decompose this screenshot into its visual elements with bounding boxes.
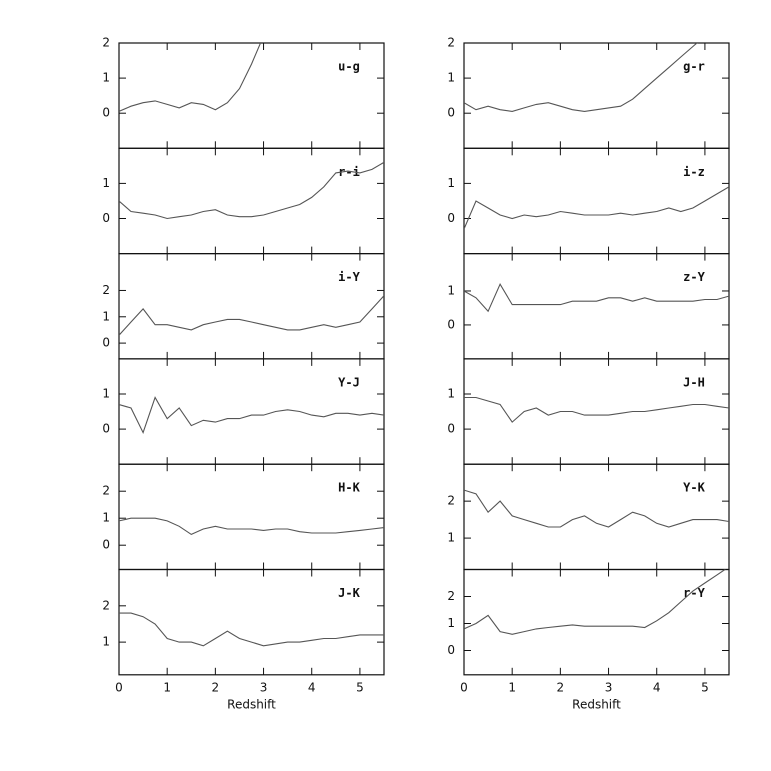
x-tick-label: 1 bbox=[163, 680, 171, 694]
plot-area bbox=[119, 161, 384, 220]
x-axis-label: Redshift bbox=[572, 697, 621, 711]
x-tick-label: 3 bbox=[605, 680, 613, 694]
model-curve bbox=[464, 489, 729, 528]
panel-label: J-H bbox=[683, 375, 705, 389]
y-tick-label: 2 bbox=[102, 598, 110, 612]
panel: 0 1 Y-J bbox=[102, 358, 385, 465]
y-tick-label: 1 bbox=[447, 531, 455, 545]
panel-frame bbox=[118, 568, 385, 676]
y-tick-label: 1 bbox=[447, 283, 455, 297]
y-tick-label: 2 bbox=[447, 589, 455, 603]
y-tick-label: 0 bbox=[447, 106, 455, 120]
y-tick-label: 2 bbox=[102, 484, 110, 498]
plot-area bbox=[119, 517, 384, 536]
panel: 0 1 2 u-g bbox=[102, 36, 385, 149]
panel: 0 1 2 i-Y bbox=[102, 253, 385, 360]
panel-label: r-Y bbox=[683, 586, 705, 600]
y-tick-label: 1 bbox=[447, 71, 455, 85]
panel: 1 2 Y-K bbox=[447, 463, 730, 571]
model-curve bbox=[119, 396, 384, 435]
x-tick-label: 1 bbox=[508, 680, 516, 694]
panel-label: i-Y bbox=[338, 270, 360, 284]
plot-area bbox=[119, 43, 262, 112]
panel-label: i-z bbox=[683, 165, 705, 179]
x-tick-label: 5 bbox=[356, 680, 364, 694]
plot-area bbox=[464, 569, 726, 635]
y-tick-label: 1 bbox=[102, 387, 110, 401]
model-curve bbox=[119, 612, 384, 647]
model-curve bbox=[464, 186, 729, 230]
model-curve bbox=[464, 396, 729, 423]
y-tick-label: 1 bbox=[102, 511, 110, 525]
y-tick-label: 1 bbox=[447, 616, 455, 630]
y-tick-label: 0 bbox=[102, 422, 110, 436]
y-tick-label: 2 bbox=[447, 36, 455, 50]
model-curve bbox=[119, 295, 384, 336]
panel: 0 1 z-Y bbox=[447, 253, 730, 360]
panel-label: z-Y bbox=[683, 270, 705, 284]
panel-label: Y-J bbox=[338, 375, 360, 389]
y-tick-label: 0 bbox=[447, 422, 455, 436]
y-tick-label: 2 bbox=[102, 36, 110, 50]
x-axis-label: Redshift bbox=[227, 697, 276, 711]
y-tick-label: 2 bbox=[447, 494, 455, 508]
panel: 01r-i bbox=[102, 147, 385, 255]
y-tick-label: 0 bbox=[447, 643, 455, 657]
panel-label: u-g bbox=[338, 60, 360, 74]
panel: 0 1 J-H bbox=[447, 358, 730, 465]
panel: 0 1 2 g-r bbox=[447, 36, 730, 149]
y-tick-label: 0 bbox=[447, 317, 455, 331]
x-tick-label: 0 bbox=[115, 680, 123, 694]
panel-label: g-r bbox=[683, 60, 705, 74]
x-tick-label: 3 bbox=[260, 680, 268, 694]
plot-area bbox=[464, 283, 729, 313]
x-tick-label: 2 bbox=[212, 680, 220, 694]
plot-area bbox=[464, 186, 729, 230]
panel-label: J-K bbox=[338, 586, 360, 600]
y-tick-label: 1 bbox=[447, 176, 455, 190]
y-tick-label: 1 bbox=[102, 635, 110, 649]
y-tick-label: 0 bbox=[102, 106, 110, 120]
y-tick-label: 2 bbox=[102, 283, 110, 297]
panel-label: Y-K bbox=[683, 481, 705, 495]
model-curve bbox=[119, 161, 384, 220]
plot-area bbox=[464, 396, 729, 423]
y-tick-label: 1 bbox=[447, 387, 455, 401]
panel-label: H-K bbox=[338, 481, 360, 495]
plot-area bbox=[119, 295, 384, 336]
x-tick-label: 4 bbox=[308, 680, 316, 694]
plot-area bbox=[119, 396, 384, 435]
model-curve bbox=[464, 43, 698, 112]
panel: 0 1 i-z bbox=[447, 147, 730, 255]
panel: 0 1 2 H-K bbox=[102, 463, 385, 571]
y-tick-label: 0 bbox=[102, 538, 110, 552]
model-curve bbox=[464, 569, 726, 635]
plot-area bbox=[464, 43, 698, 112]
plot-area bbox=[119, 612, 384, 647]
y-tick-label: 0 bbox=[102, 336, 110, 350]
y-tick-label: 0 bbox=[102, 211, 110, 225]
x-tick-label: 5 bbox=[701, 680, 709, 694]
panel-frame bbox=[463, 568, 730, 676]
x-tick-label: 2 bbox=[557, 680, 565, 694]
model-curve bbox=[119, 517, 384, 536]
model-curve bbox=[119, 43, 262, 112]
x-tick-label: 0 bbox=[460, 680, 468, 694]
x-tick-label: 4 bbox=[653, 680, 661, 694]
plot-area bbox=[464, 489, 729, 528]
panel: 1 2 0 1 2 3 4 5 Redshift J-K bbox=[102, 568, 385, 711]
y-tick-label: 1 bbox=[102, 309, 110, 323]
panel: 0 1 2 0 1 2 3 4 5 Redshift r-Y bbox=[447, 568, 730, 711]
y-tick-label: 1 bbox=[102, 176, 110, 190]
model-curve bbox=[464, 283, 729, 313]
y-tick-label: 0 bbox=[447, 211, 455, 225]
y-tick-label: 1 bbox=[102, 71, 110, 85]
